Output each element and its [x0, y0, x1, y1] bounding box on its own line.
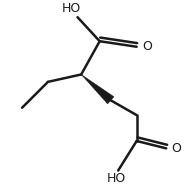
Text: HO: HO — [107, 172, 126, 185]
Text: HO: HO — [62, 2, 81, 15]
Text: O: O — [172, 142, 182, 155]
Polygon shape — [81, 74, 114, 104]
Text: O: O — [142, 40, 152, 53]
